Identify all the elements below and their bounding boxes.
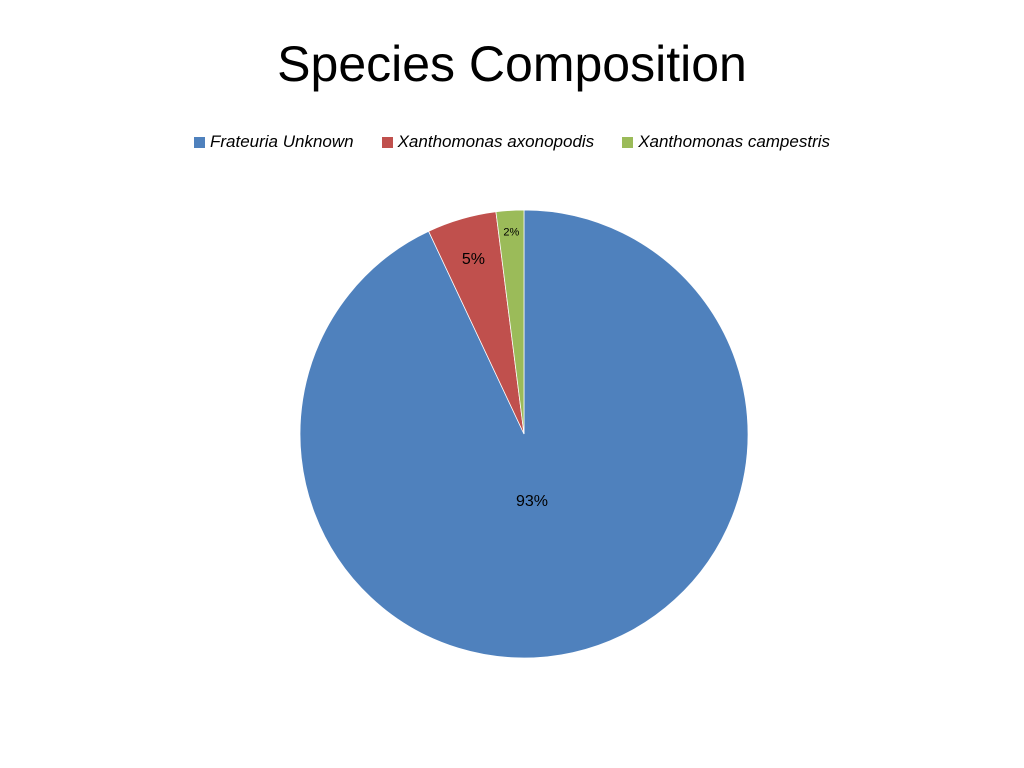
data-label-frateuria-unknown: 93% (516, 493, 548, 510)
chart-title: Species Composition (277, 36, 747, 92)
legend-swatch-xanthomonas-axonopodis (381, 136, 393, 148)
legend-item-xanthomonas-campestris: Xanthomonas campestris (622, 132, 830, 152)
legend-swatch-xanthomonas-campestris (622, 136, 634, 148)
legend-label-xanthomonas-campestris: Xanthomonas campestris (638, 132, 831, 151)
pie-slice-xanthomonas-campestris (495, 209, 525, 435)
data-label-xanthomonas-campestris: 2% (503, 227, 519, 239)
legend-item-xanthomonas-axonopodis: Xanthomonas axonopodis (381, 132, 595, 152)
legend-label-frateuria-unknown: Frateuria Unknown (209, 132, 354, 151)
legend-swatch-frateuria-unknown (193, 136, 205, 148)
chart-legend: Frateuria Unknown Xanthomonas axonopodis… (0, 132, 1024, 152)
legend-label-xanthomonas-axonopodis: Xanthomonas axonopodis (397, 132, 595, 151)
legend-item-frateuria-unknown: Frateuria Unknown (193, 132, 354, 152)
data-label-xanthomonas-axonopodis: 5% (462, 251, 485, 268)
